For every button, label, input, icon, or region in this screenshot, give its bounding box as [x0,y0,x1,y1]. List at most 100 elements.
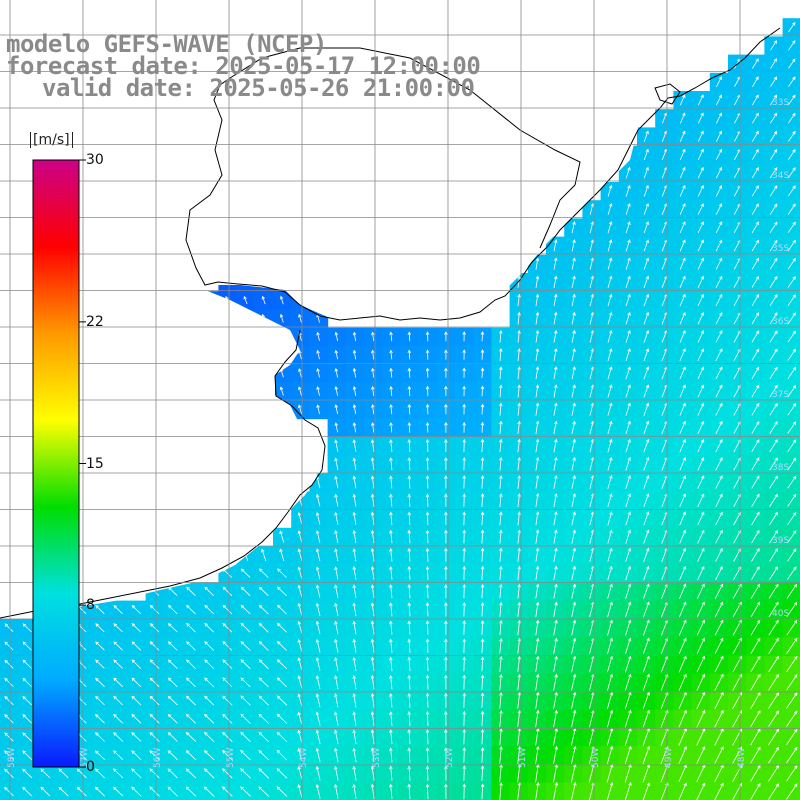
field-cell [728,746,747,765]
wind-arrow [571,311,576,325]
wind-arrow [407,438,412,453]
wind-arrow [535,275,540,288]
wind-arrow [258,731,269,743]
field-cell [728,655,747,674]
field-cell [746,582,765,602]
wind-arrow [297,548,303,562]
wind-arrow [571,745,577,765]
wind-arrow [315,511,321,525]
field-cell [728,691,747,711]
wind-arrow [625,493,631,508]
wind-arrow [768,765,779,782]
wind-arrow [752,58,759,69]
wind-arrow [389,783,393,799]
wind-arrow [517,529,521,544]
field-cell [764,746,784,765]
wind-arrow [371,422,375,433]
wind-arrow [131,713,142,724]
wind-arrow [58,786,69,797]
wind-arrow [679,457,686,471]
wind-arrow [715,547,723,562]
wind-arrow [787,330,796,343]
wind-arrow [643,311,650,325]
wind-arrow [316,331,320,341]
wind-arrow [425,475,430,489]
wind-arrow [258,568,269,578]
wind-arrow [352,693,357,708]
wind-arrow [769,511,778,526]
wind-arrow [535,257,540,270]
wind-arrow [607,619,613,636]
wind-arrow [751,293,760,307]
wind-arrow [480,438,485,453]
wind-arrow [315,493,321,507]
wind-arrow [186,604,196,615]
field-cell [728,182,747,201]
wind-arrow [589,366,595,380]
wind-arrow [389,674,393,690]
wind-arrow [113,732,124,742]
wind-arrow [167,641,178,651]
field-cell [728,637,747,656]
field-cell [709,163,729,183]
wind-arrow [425,511,430,526]
wind-arrow [607,547,613,562]
wind-arrow [553,456,558,471]
wind-arrow [425,710,430,727]
wind-arrow [642,637,650,655]
wind-arrow [715,511,723,526]
wind-arrow [462,728,467,745]
field-cell [764,109,784,128]
wind-arrow [444,493,448,507]
wind-arrow [786,583,797,599]
wind-arrow [444,529,448,544]
lat-label: 36S [772,317,789,327]
wind-arrow [334,548,339,562]
wind-arrow [517,781,522,800]
colorbar-ticks [79,159,86,768]
wind-arrow [334,566,339,580]
wind-arrow [589,257,595,270]
wind-arrow [425,547,430,562]
wind-arrow [444,438,448,453]
field-cell [709,236,729,256]
wind-arrow [334,747,339,763]
wind-arrow [204,695,215,706]
wind-arrow [553,348,558,361]
wind-arrow [462,456,466,471]
wind-arrow [517,655,522,673]
wind-arrow [606,691,614,710]
wind-arrow [571,257,576,270]
field-cell [746,345,765,365]
field-cell [746,546,765,565]
wind-arrow [352,457,357,471]
wind-arrow [517,493,521,508]
wind-arrow [660,691,669,710]
field-cell [728,709,747,729]
wind-arrow [679,384,686,398]
wind-arrow [715,529,723,544]
wind-arrow [261,548,267,562]
wind-arrow [149,732,160,742]
wind-arrow [642,782,651,800]
wind-arrow [660,745,669,765]
wind-arrow [370,765,375,781]
wind-arrow [642,655,650,673]
wind-arrow [769,221,778,234]
wind-arrow [787,149,796,160]
wind-arrow [276,677,288,688]
wind-arrow [407,511,412,526]
wind-arrow [425,656,430,672]
wind-arrow [751,366,760,380]
wind-arrow [298,368,302,378]
wind-arrow [499,745,503,764]
wind-arrow [751,547,760,562]
wind-arrow [203,786,215,797]
field-cell [709,418,729,438]
wind-arrow [316,367,320,378]
wind-arrow [149,641,160,651]
wind-arrow [625,275,631,289]
wind-arrow [625,565,631,581]
wind-arrow [535,781,540,800]
wind-arrow [625,601,632,618]
